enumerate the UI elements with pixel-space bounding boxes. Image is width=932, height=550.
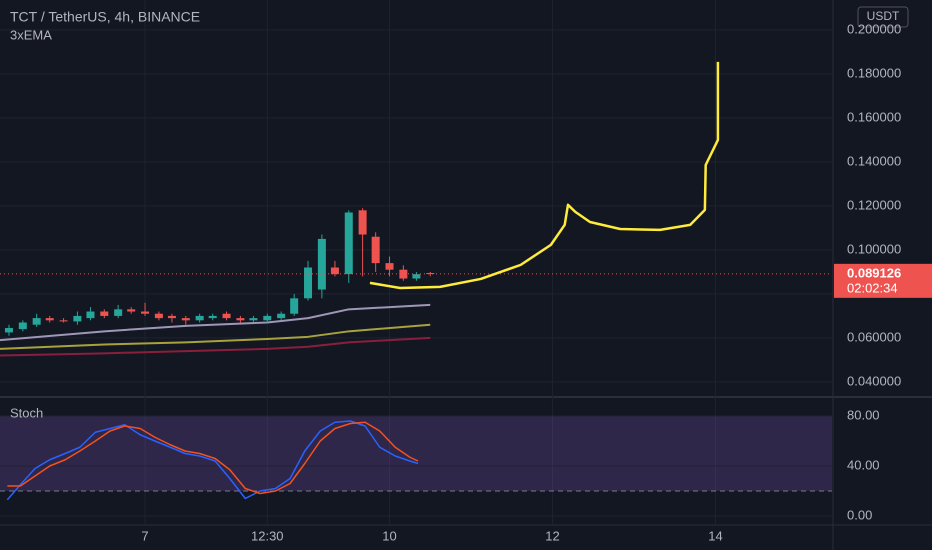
candle-body: [304, 267, 313, 299]
candle-body: [208, 315, 217, 319]
candle-body: [290, 298, 299, 314]
candle-body: [73, 315, 82, 322]
candle-body: [4, 328, 13, 333]
y-tick-label: 0.200000: [847, 21, 901, 36]
candle-body: [59, 320, 68, 322]
x-tick-label: 12:30: [251, 528, 284, 543]
stoch-title: Stoch: [10, 405, 43, 420]
stoch-line: [7, 421, 419, 495]
plot: [0, 61, 832, 501]
countdown: 02:02:34: [847, 280, 898, 295]
x-tick-label: 12: [545, 528, 559, 543]
x-tick-label: 7: [141, 528, 148, 543]
candle-body: [32, 318, 41, 325]
y-tick-label: 0.00: [847, 507, 872, 522]
candle-body: [249, 318, 258, 321]
candle-body: [330, 267, 339, 275]
indicator-name: 3xEMA: [10, 27, 52, 42]
candle-body: [263, 315, 272, 321]
candle-body: [317, 238, 326, 290]
y-tick-label: 0.040000: [847, 373, 901, 388]
candle-body: [86, 311, 95, 319]
y-tick-label: 0.180000: [847, 65, 901, 80]
x-tick-label: 10: [382, 528, 396, 543]
y-tick-label: 0.140000: [847, 153, 901, 168]
y-tick-label: 0.120000: [847, 197, 901, 212]
candle-body: [100, 311, 109, 316]
y-tick-label: 40.00: [847, 457, 880, 472]
y-tick-label: 0.100000: [847, 241, 901, 256]
currency-box[interactable]: [857, 6, 909, 28]
candle-body: [114, 309, 123, 316]
ema-line: [0, 336, 431, 357]
candle-body: [412, 274, 421, 279]
candle-body: [45, 318, 54, 321]
candle-body: [141, 311, 150, 314]
candle-body: [426, 273, 435, 275]
candle-body: [18, 322, 27, 330]
candle-body: [181, 318, 190, 321]
currency[interactable]: USDT: [867, 9, 900, 23]
candle-body: [195, 315, 204, 321]
candle-body: [358, 210, 367, 235]
candle-body: [154, 313, 163, 319]
y-tick-label: 0.060000: [847, 329, 901, 344]
chart-title: TCT / TetherUS, 4h, BINANCE: [10, 9, 200, 25]
last-price-box: [834, 263, 932, 298]
ema-line: [0, 323, 431, 350]
candle-body: [344, 212, 353, 275]
band-fill: [0, 416, 832, 491]
candle-body: [222, 313, 231, 319]
drawing: [369, 61, 720, 290]
last-price-label: 0.089126: [847, 265, 901, 280]
y-tick-label: 80.00: [847, 407, 880, 422]
candle-body: [167, 315, 176, 319]
candle-body: [236, 318, 245, 321]
candle-body: [277, 313, 286, 319]
candle-body: [385, 263, 394, 270]
x-tick-label: 14: [708, 528, 722, 543]
candle-body: [399, 269, 408, 279]
candle-body: [127, 309, 136, 312]
candle-body: [371, 236, 380, 264]
y-tick-label: 0.160000: [847, 109, 901, 124]
